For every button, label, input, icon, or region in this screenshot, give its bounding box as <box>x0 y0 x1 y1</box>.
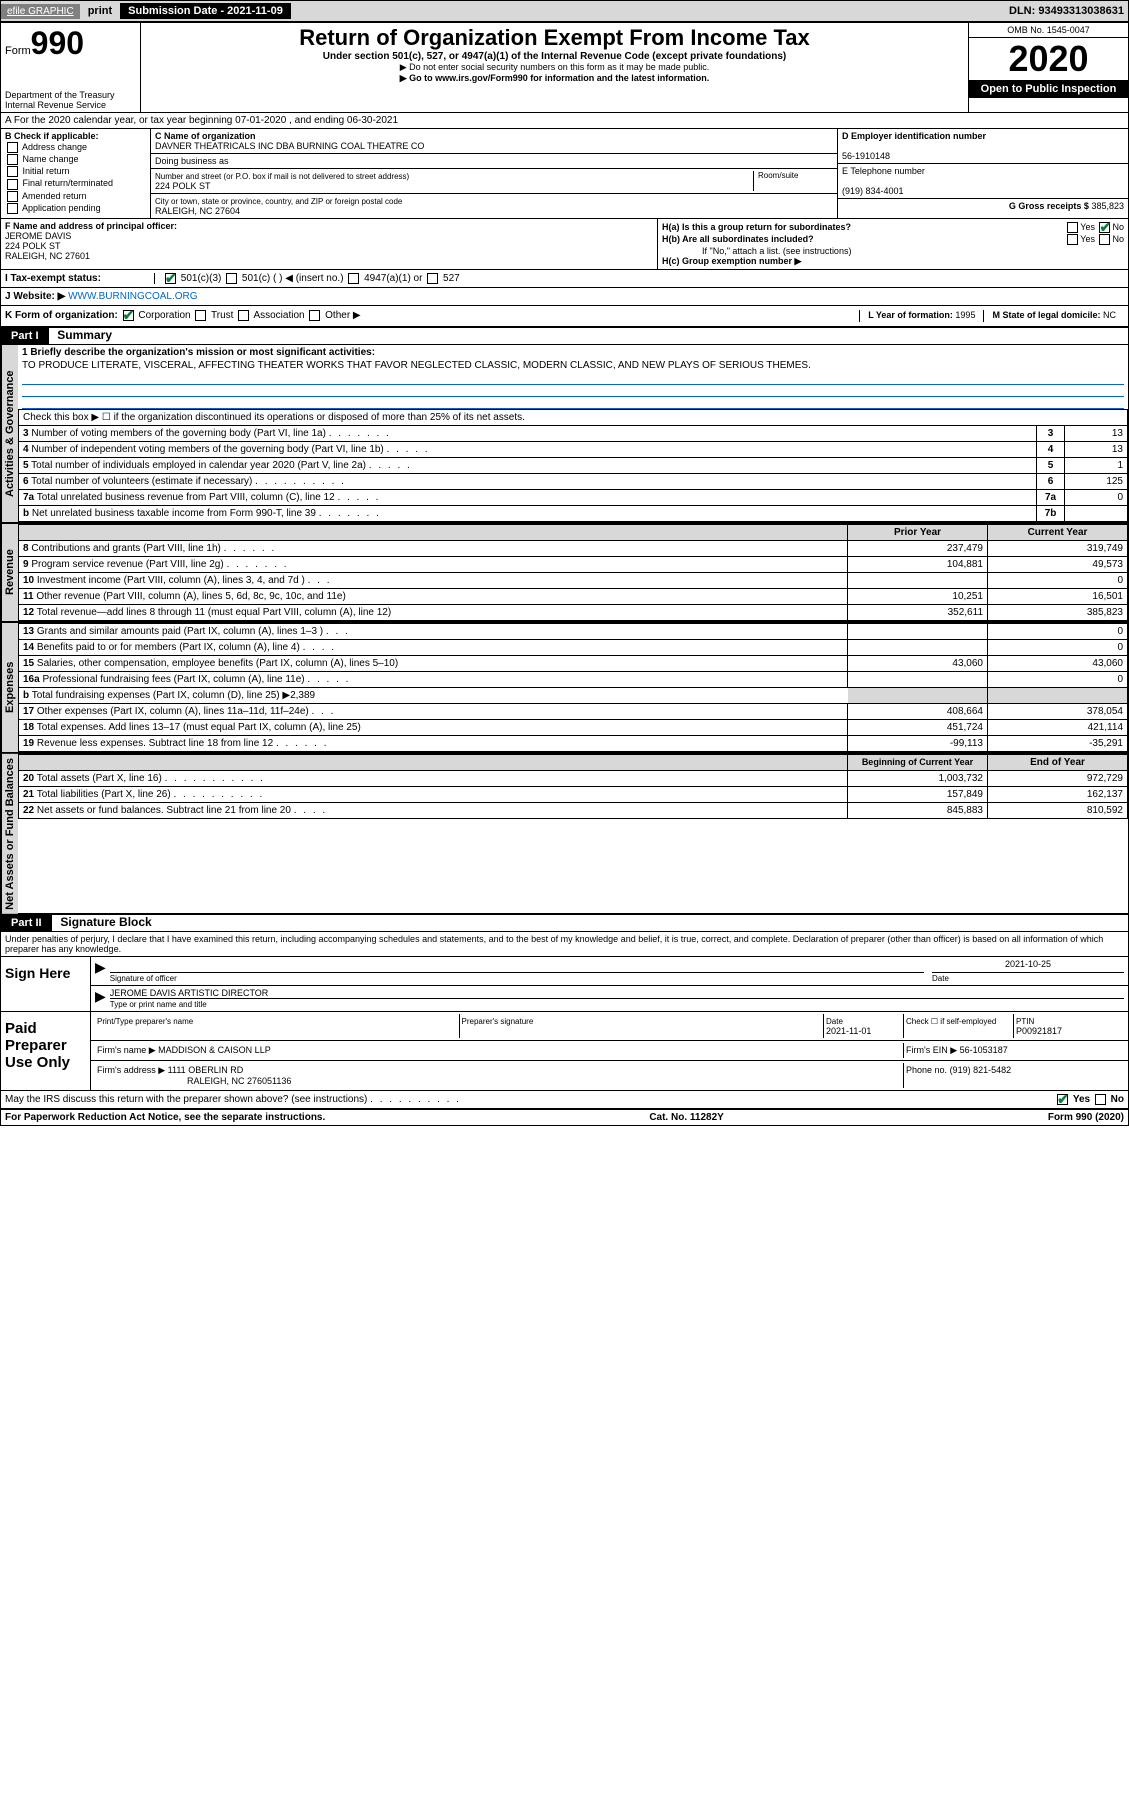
subtitle-2: ▶ Do not enter social security numbers o… <box>143 62 966 73</box>
chk-501c3[interactable] <box>165 273 176 284</box>
discuss-yes[interactable] <box>1057 1094 1068 1105</box>
chk-application[interactable] <box>7 203 18 214</box>
firm-name: MADDISON & CAISON LLP <box>158 1045 271 1055</box>
dln: DLN: 93493313038631 <box>1009 5 1128 17</box>
net-assets-section: Net Assets or Fund Balances Beginning of… <box>1 754 1128 916</box>
phone: (919) 834-4001 <box>842 186 904 196</box>
expenses-section: Expenses 13 Grants and similar amounts p… <box>1 623 1128 754</box>
chk-final[interactable] <box>7 179 18 190</box>
gross-receipts: 385,823 <box>1091 201 1124 211</box>
form-label: Form <box>5 45 31 57</box>
b-label: B Check if applicable: <box>5 131 99 141</box>
discuss-no[interactable] <box>1095 1094 1106 1105</box>
tab-expenses: Expenses <box>1 623 18 752</box>
line-a: A For the 2020 calendar year, or tax yea… <box>1 113 1128 129</box>
tax-year: 2020 <box>969 38 1128 80</box>
ptin-value: P00921817 <box>1016 1026 1062 1036</box>
form-title: Return of Organization Exempt From Incom… <box>143 25 966 51</box>
line-k: K Form of organization: Corporation Trus… <box>1 306 1128 327</box>
omb-number: OMB No. 1545-0047 <box>969 23 1128 38</box>
chk-501c[interactable] <box>226 273 237 284</box>
part1-header: Part I Summary <box>1 328 1128 345</box>
tab-net-assets: Net Assets or Fund Balances <box>1 754 18 914</box>
firm-phone: (919) 821-5482 <box>950 1065 1012 1075</box>
chk-name[interactable] <box>7 154 18 165</box>
chk-other[interactable] <box>309 310 320 321</box>
firm-ein: 56-1053187 <box>960 1045 1008 1055</box>
sig-date: 2021-10-25 <box>932 959 1124 973</box>
block-d-e-g: D Employer identification number56-19101… <box>838 129 1128 218</box>
perjury-text: Under penalties of perjury, I declare th… <box>1 932 1128 957</box>
form-number: 990 <box>31 25 84 61</box>
discuss-row: May the IRS discuss this return with the… <box>1 1091 1128 1110</box>
cat-no: Cat. No. 11282Y <box>649 1112 723 1123</box>
chk-amended[interactable] <box>7 191 18 202</box>
submission-date: Submission Date - 2021-11-09 <box>120 3 291 19</box>
form-header: Form990 Department of the Treasury Inter… <box>1 23 1128 113</box>
chk-4947[interactable] <box>348 273 359 284</box>
paid-preparer-row: Paid Preparer Use Only Print/Type prepar… <box>1 1012 1128 1091</box>
officer-name: JEROME DAVIS <box>5 231 71 241</box>
tab-activities: Activities & Governance <box>1 345 18 522</box>
room-suite: Room/suite <box>753 171 833 191</box>
print-label[interactable]: print <box>80 5 120 17</box>
part2-header: Part II Signature Block <box>1 915 1128 932</box>
ha-yes[interactable] <box>1067 222 1078 233</box>
subtitle-3: ▶ Go to www.irs.gov/Form990 for informat… <box>400 73 710 83</box>
block-c: C Name of organizationDAVNER THEATRICALS… <box>151 129 838 218</box>
city-state-zip: RALEIGH, NC 27604 <box>155 206 240 216</box>
chk-corp[interactable] <box>123 310 134 321</box>
dba-label: Doing business as <box>155 156 229 166</box>
chk-address[interactable] <box>7 142 18 153</box>
topbar: efile GRAPHIC print Submission Date - 20… <box>1 1 1128 23</box>
activities-governance: Activities & Governance 1 Briefly descri… <box>1 345 1128 524</box>
org-name: DAVNER THEATRICALS INC DBA BURNING COAL … <box>155 141 424 151</box>
block-b-to-g: B Check if applicable: Address change Na… <box>1 129 1128 219</box>
officer-name-title: JEROME DAVIS ARTISTIC DIRECTOR <box>110 988 1124 999</box>
chk-assoc[interactable] <box>238 310 249 321</box>
line-j: J Website: ▶ WWW.BURNINGCOAL.ORG <box>1 288 1128 306</box>
hb-no[interactable] <box>1099 234 1110 245</box>
preparer-date: 2021-11-01 <box>826 1026 871 1036</box>
efile-link[interactable]: efile GRAPHIC <box>1 4 80 19</box>
revenue-section: Revenue Prior YearCurrent Year 8 Contrib… <box>1 524 1128 623</box>
line-i: I Tax-exempt status: 501(c)(3) 501(c) ( … <box>1 270 1128 288</box>
form-990-page: efile GRAPHIC print Submission Date - 20… <box>0 0 1129 1126</box>
mission-text: TO PRODUCE LITERATE, VISCERAL, AFFECTING… <box>18 360 1128 373</box>
open-public: Open to Public Inspection <box>969 80 1128 98</box>
ha-no[interactable] <box>1099 222 1110 233</box>
expenses-table: 13 Grants and similar amounts paid (Part… <box>18 623 1128 752</box>
firm-address: 1111 OBERLIN RD <box>168 1065 244 1075</box>
ein: 56-1910148 <box>842 151 890 161</box>
form-990-footer: Form 990 (2020) <box>1048 1112 1124 1123</box>
year-formation: 1995 <box>955 310 975 320</box>
ag-table: Check this box ▶ ☐ if the organization d… <box>18 409 1128 522</box>
net-assets-table: Beginning of Current YearEnd of Year 20 … <box>18 754 1128 819</box>
irs-label: Internal Revenue Service <box>5 100 136 110</box>
website-link[interactable]: WWW.BURNINGCOAL.ORG <box>68 291 197 302</box>
dept-label: Department of the Treasury <box>5 90 136 100</box>
state-domicile: NC <box>1103 310 1116 320</box>
block-f-h: F Name and address of principal officer:… <box>1 219 1128 270</box>
chk-trust[interactable] <box>195 310 206 321</box>
sign-here-row: Sign Here ▶Signature of officer2021-10-2… <box>1 957 1128 1012</box>
arrow-icon: ▶ <box>95 959 110 983</box>
chk-initial[interactable] <box>7 166 18 177</box>
arrow-icon: ▶ <box>95 988 110 1009</box>
subtitle-1: Under section 501(c), 527, or 4947(a)(1)… <box>143 51 966 62</box>
tab-revenue: Revenue <box>1 524 18 621</box>
hb-yes[interactable] <box>1067 234 1078 245</box>
revenue-table: Prior YearCurrent Year 8 Contributions a… <box>18 524 1128 621</box>
street: 224 POLK ST <box>155 181 211 191</box>
block-b: B Check if applicable: Address change Na… <box>1 129 151 218</box>
page-footer: For Paperwork Reduction Act Notice, see … <box>1 1110 1128 1125</box>
chk-527[interactable] <box>427 273 438 284</box>
